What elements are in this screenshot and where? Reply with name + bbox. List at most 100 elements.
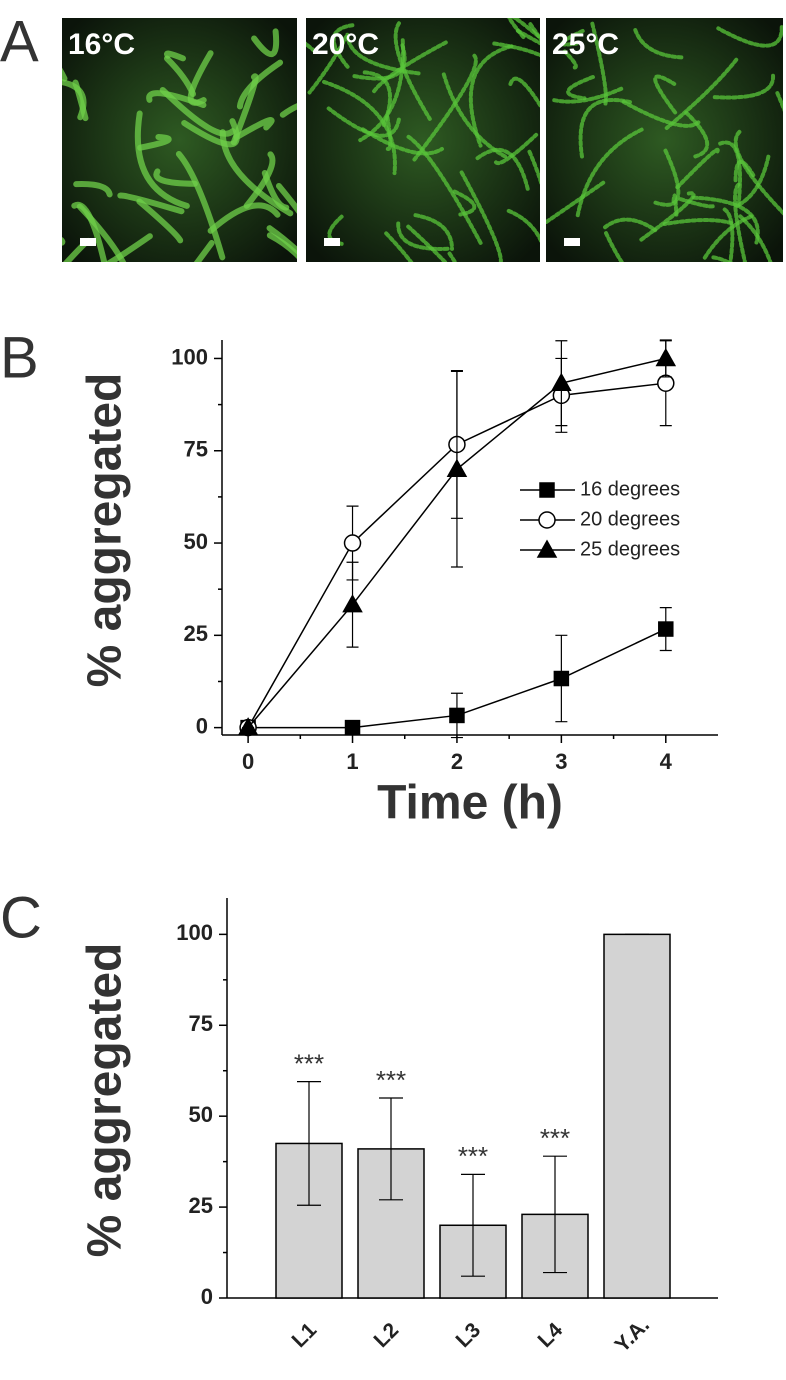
worm: [307, 35, 348, 95]
worm: [412, 53, 478, 162]
significance: ***: [376, 1065, 406, 1095]
worm: [736, 154, 771, 207]
worm: [671, 193, 679, 217]
error-bar: [543, 1155, 567, 1274]
worm: [603, 217, 658, 233]
worm: [560, 28, 585, 47]
x-tick-label: L2: [370, 1319, 404, 1353]
worm: [683, 110, 710, 159]
worm: [331, 23, 355, 69]
worm: [63, 237, 92, 262]
worm: [562, 49, 578, 70]
worm: [406, 134, 484, 247]
worm: [711, 255, 732, 262]
worm: [163, 55, 196, 98]
worm: [673, 147, 720, 191]
significance: ***: [294, 1049, 324, 1079]
y-tick-label: 75: [184, 437, 208, 462]
worm: [62, 237, 66, 246]
worm: [233, 117, 275, 141]
y-tick-label: 50: [189, 1102, 213, 1127]
worm: [652, 148, 681, 207]
worm: [575, 127, 644, 219]
marker: [655, 347, 677, 367]
worm: [153, 168, 198, 187]
worm: [527, 149, 540, 186]
worm: [662, 218, 734, 227]
worm: [406, 224, 448, 262]
worm: [678, 197, 715, 209]
legend-label: 16 degrees: [580, 478, 680, 500]
worm: [396, 220, 450, 251]
y-tick-label: 100: [176, 920, 213, 945]
worm: [473, 147, 530, 191]
worm: [164, 50, 186, 62]
marker: [237, 717, 259, 736]
marker: [344, 719, 361, 736]
worms: [306, 18, 540, 262]
worms: [62, 28, 297, 262]
image-label: 16°C: [68, 28, 135, 61]
significance: ***: [540, 1123, 570, 1153]
worm: [738, 214, 773, 262]
y-tick-label: 25: [184, 621, 208, 646]
worm: [193, 239, 215, 262]
worm: [322, 79, 397, 176]
marker: [551, 372, 572, 391]
error-bar: [297, 1081, 321, 1206]
x-tick-label: 3: [555, 749, 567, 774]
legend-label: 25 degrees: [580, 538, 680, 560]
worm: [384, 231, 414, 262]
worm: [279, 103, 297, 118]
worm: [722, 207, 735, 262]
worm: [352, 42, 407, 81]
worm: [515, 28, 540, 46]
worm: [384, 115, 393, 151]
legend-marker: [536, 539, 558, 558]
worm: [76, 203, 127, 262]
error-bar: [379, 1097, 403, 1201]
worm: [459, 170, 503, 262]
worm: [508, 76, 540, 108]
worm: [733, 182, 748, 262]
image-label: 20°C: [312, 28, 379, 61]
worm: [712, 73, 776, 100]
worm: [590, 21, 608, 108]
worm: [275, 182, 297, 214]
worm: [137, 134, 172, 151]
worm: [493, 132, 539, 166]
worm: [468, 44, 514, 148]
y-tick-label: 0: [196, 713, 208, 738]
worm: [243, 151, 276, 209]
x-tick-label: L1: [288, 1318, 322, 1352]
x-tick-label: Y.A.: [611, 1314, 654, 1357]
worm: [362, 70, 393, 128]
worm: [691, 195, 760, 245]
marker: [342, 594, 363, 613]
x-tick-label: 2: [451, 749, 463, 774]
worm: [506, 208, 540, 244]
panel-label: A: [0, 9, 39, 74]
worm: [230, 73, 259, 146]
marker: [658, 621, 674, 637]
y-axis-label: % aggregated: [79, 373, 132, 688]
worm: [393, 21, 432, 121]
y-tick-label: 0: [201, 1284, 213, 1309]
worm: [716, 25, 783, 48]
worm: [718, 140, 742, 209]
worm: [452, 189, 477, 217]
worm: [492, 41, 540, 58]
error-bar: [461, 1173, 485, 1277]
worm: [566, 75, 595, 101]
micrograph: [306, 18, 540, 262]
worm: [546, 179, 608, 224]
legend-label: 20 degrees: [580, 508, 680, 530]
marker: [343, 534, 362, 552]
y-tick-label: 50: [184, 529, 208, 554]
worms: [546, 21, 783, 262]
worm: [441, 72, 510, 161]
worm: [550, 86, 624, 104]
x-tick-label: 4: [660, 749, 673, 774]
worm: [159, 86, 236, 137]
x-tick-label: L3: [452, 1319, 486, 1353]
